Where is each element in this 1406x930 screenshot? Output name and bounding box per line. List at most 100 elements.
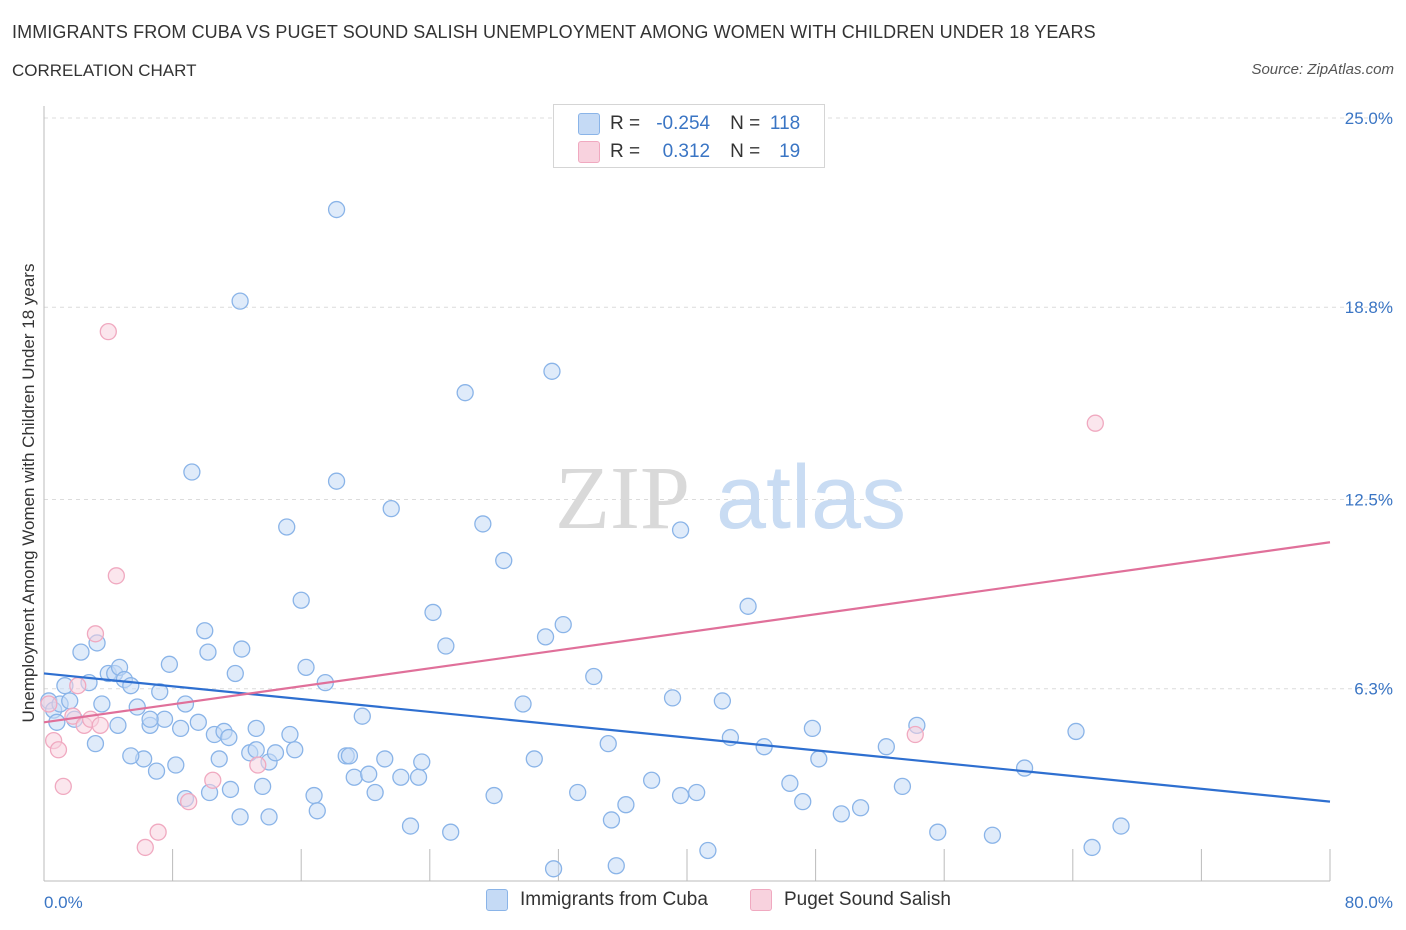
- cuba-point: [305, 786, 323, 805]
- cuba-point: [226, 664, 244, 683]
- legend-item-salish: Puget Sound Salish: [750, 889, 951, 911]
- cuba-point: [671, 521, 690, 539]
- salish-point: [99, 322, 117, 341]
- cuba-point: [281, 725, 299, 744]
- salish-point: [91, 716, 109, 734]
- cuba-point: [525, 750, 543, 768]
- cuba-point: [554, 615, 572, 634]
- cuba-point: [260, 808, 278, 826]
- cuba-point: [569, 783, 587, 802]
- series-puget-sound-salish: [40, 322, 1104, 857]
- n-label: N =: [730, 113, 761, 134]
- cuba-point: [292, 591, 310, 609]
- cuba-point: [376, 750, 394, 768]
- r-value: -0.254: [656, 113, 711, 134]
- cuba-point: [155, 710, 174, 728]
- legend-swatch-blue: [578, 113, 600, 135]
- cuba-point: [456, 384, 474, 402]
- cuba-point: [544, 860, 563, 878]
- cuba-point: [599, 735, 617, 753]
- salish-point: [1086, 414, 1104, 432]
- legend-swatch-blue: [486, 889, 508, 911]
- cuba-point: [401, 817, 420, 835]
- cuba-point: [514, 695, 532, 713]
- cuba-point: [141, 710, 159, 728]
- n-value: 118: [769, 113, 801, 134]
- cuba-point: [253, 777, 272, 796]
- cuba-point: [231, 808, 249, 826]
- cuba-point: [327, 200, 346, 219]
- r-label: R =: [610, 113, 641, 134]
- salish-point: [54, 777, 72, 796]
- y-tick-label: 12.5%: [1345, 491, 1393, 510]
- cuba-point: [485, 786, 503, 805]
- cuba-point: [171, 719, 190, 738]
- cuba-point: [602, 811, 621, 829]
- cuba-point: [128, 698, 146, 716]
- cuba-point: [122, 677, 140, 695]
- cuba-point: [474, 515, 492, 533]
- trend-line-salish: [43, 541, 1331, 724]
- cuba-point: [687, 783, 706, 802]
- x-tick-label-max: 80.0%: [1345, 893, 1393, 912]
- cuba-point: [699, 841, 717, 860]
- cuba-point: [221, 780, 240, 799]
- y-axis-label: Unemployment Among Women with Children U…: [19, 264, 38, 723]
- legend-swatch-pink: [578, 141, 600, 163]
- cuba-point: [392, 768, 410, 786]
- cuba-point: [286, 741, 304, 759]
- salish-point: [86, 625, 105, 643]
- legend-row-salish: R = 0.312 N = 19: [578, 139, 800, 165]
- cuba-point: [231, 292, 249, 310]
- legend-item-cuba: Immigrants from Cuba: [486, 889, 708, 911]
- chart-title: IMMIGRANTS FROM CUBA VS PUGET SOUND SALI…: [12, 22, 1096, 42]
- salish-point: [136, 838, 154, 857]
- cuba-point: [851, 799, 870, 817]
- cuba-point: [382, 500, 400, 518]
- cuba-point: [739, 597, 757, 615]
- watermark-atlas: atlas: [716, 448, 906, 548]
- cuba-point: [437, 637, 455, 655]
- x-tick-label-min: 0.0%: [44, 893, 83, 912]
- cuba-point: [93, 695, 111, 713]
- cuba-point: [409, 768, 428, 786]
- cuba-point: [266, 744, 285, 762]
- watermark-zip: ZIP: [555, 449, 690, 548]
- cuba-point: [617, 796, 635, 814]
- cuba-point: [167, 756, 185, 774]
- cuba-point: [345, 768, 363, 786]
- chart-subtitle: CORRELATION CHART: [12, 61, 197, 80]
- cuba-point: [199, 643, 217, 661]
- r-label: R =: [610, 141, 641, 162]
- watermark: ZIP atlas: [555, 448, 906, 548]
- cuba-point: [183, 463, 201, 481]
- cuba-point: [72, 643, 90, 661]
- cuba-point: [151, 683, 169, 701]
- salish-point: [204, 771, 222, 789]
- cuba-point: [642, 771, 661, 789]
- cuba-point: [413, 753, 431, 771]
- cuba-point: [671, 786, 690, 805]
- salish-point: [906, 725, 924, 744]
- salish-point: [107, 567, 125, 585]
- n-label: N =: [730, 141, 761, 162]
- cuba-point: [360, 765, 378, 783]
- legend-row-cuba: R = -0.254 N = 118: [578, 111, 800, 137]
- cuba-point: [877, 738, 895, 756]
- salish-point: [180, 792, 198, 811]
- cuba-point: [803, 719, 822, 738]
- cuba-point: [353, 707, 371, 725]
- cuba-point: [893, 777, 912, 796]
- cuba-point: [832, 805, 850, 823]
- y-tick-label: 18.8%: [1345, 298, 1393, 317]
- cuba-point: [1067, 722, 1085, 741]
- cuba-point: [189, 713, 207, 731]
- legend-label-cuba: Immigrants from Cuba: [520, 889, 708, 910]
- salish-point: [149, 823, 167, 841]
- salish-point: [40, 695, 58, 713]
- cuba-point: [61, 692, 79, 710]
- cuba-point: [1015, 759, 1034, 777]
- cuba-point: [366, 783, 384, 802]
- cuba-point: [122, 747, 140, 765]
- salish-point: [69, 677, 87, 695]
